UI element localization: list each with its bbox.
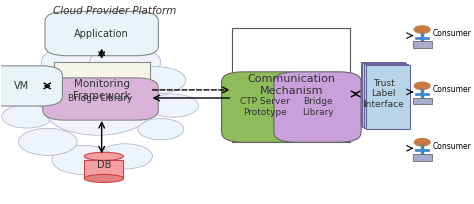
- Text: Bridge Library: Bridge Library: [68, 94, 133, 103]
- FancyBboxPatch shape: [43, 78, 158, 120]
- Text: Consumer: Consumer: [433, 142, 472, 151]
- FancyBboxPatch shape: [0, 66, 63, 106]
- Circle shape: [46, 87, 150, 135]
- FancyBboxPatch shape: [84, 160, 123, 178]
- Text: Consumer: Consumer: [433, 85, 472, 94]
- Circle shape: [2, 105, 52, 128]
- Circle shape: [98, 144, 153, 169]
- FancyBboxPatch shape: [54, 62, 150, 118]
- FancyBboxPatch shape: [221, 72, 309, 142]
- FancyBboxPatch shape: [412, 41, 432, 48]
- Circle shape: [138, 119, 184, 140]
- Text: Consumer: Consumer: [433, 29, 472, 38]
- FancyBboxPatch shape: [366, 65, 410, 129]
- Text: Trust
Label
Interface: Trust Label Interface: [364, 79, 404, 109]
- Circle shape: [42, 43, 125, 81]
- FancyBboxPatch shape: [412, 154, 432, 161]
- Text: CTP Server
Prototype: CTP Server Prototype: [240, 97, 290, 117]
- Ellipse shape: [84, 152, 123, 160]
- FancyBboxPatch shape: [362, 63, 406, 127]
- Text: Monitoring
Framework: Monitoring Framework: [73, 79, 130, 101]
- FancyBboxPatch shape: [364, 64, 408, 128]
- Text: Communication
Mechanism: Communication Mechanism: [247, 74, 335, 96]
- FancyBboxPatch shape: [361, 62, 405, 126]
- FancyBboxPatch shape: [232, 28, 350, 142]
- FancyBboxPatch shape: [412, 98, 432, 104]
- FancyBboxPatch shape: [45, 11, 158, 56]
- Circle shape: [52, 145, 115, 174]
- Circle shape: [10, 67, 85, 101]
- Text: Application: Application: [74, 29, 129, 39]
- Text: DB: DB: [97, 160, 111, 170]
- Circle shape: [414, 82, 430, 90]
- Text: Bridge
Library: Bridge Library: [301, 97, 333, 117]
- Text: Trust
Label
Interface: Trust Label Interface: [363, 79, 403, 109]
- Circle shape: [128, 67, 186, 94]
- Circle shape: [414, 26, 430, 33]
- Ellipse shape: [84, 174, 123, 183]
- Circle shape: [148, 94, 199, 117]
- Circle shape: [414, 139, 430, 146]
- Circle shape: [90, 46, 161, 79]
- Text: VM: VM: [13, 81, 28, 91]
- Text: Cloud Provider Platform: Cloud Provider Platform: [53, 7, 176, 17]
- Circle shape: [18, 128, 77, 155]
- FancyBboxPatch shape: [274, 72, 361, 142]
